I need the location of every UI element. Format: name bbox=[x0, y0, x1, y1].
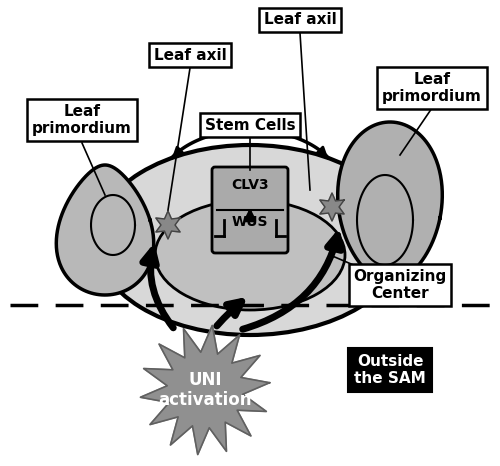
Text: Leaf
primordium: Leaf primordium bbox=[32, 104, 132, 136]
Text: WUS: WUS bbox=[232, 215, 268, 229]
Polygon shape bbox=[320, 193, 344, 221]
Polygon shape bbox=[140, 325, 270, 455]
Text: Outside
the SAM: Outside the SAM bbox=[354, 354, 426, 386]
Ellipse shape bbox=[95, 145, 405, 335]
Ellipse shape bbox=[155, 200, 345, 310]
Text: Organizing
Center: Organizing Center bbox=[354, 269, 446, 301]
Text: Leaf
primordium: Leaf primordium bbox=[382, 72, 482, 104]
Polygon shape bbox=[156, 211, 180, 239]
Text: CLV3: CLV3 bbox=[231, 178, 269, 192]
Text: Leaf axil: Leaf axil bbox=[154, 48, 226, 62]
Text: Stem Cells: Stem Cells bbox=[204, 117, 296, 132]
Polygon shape bbox=[338, 122, 442, 282]
Text: UNI
activation: UNI activation bbox=[158, 370, 252, 410]
FancyBboxPatch shape bbox=[212, 167, 288, 253]
Polygon shape bbox=[56, 165, 154, 295]
Text: Leaf axil: Leaf axil bbox=[264, 13, 336, 27]
